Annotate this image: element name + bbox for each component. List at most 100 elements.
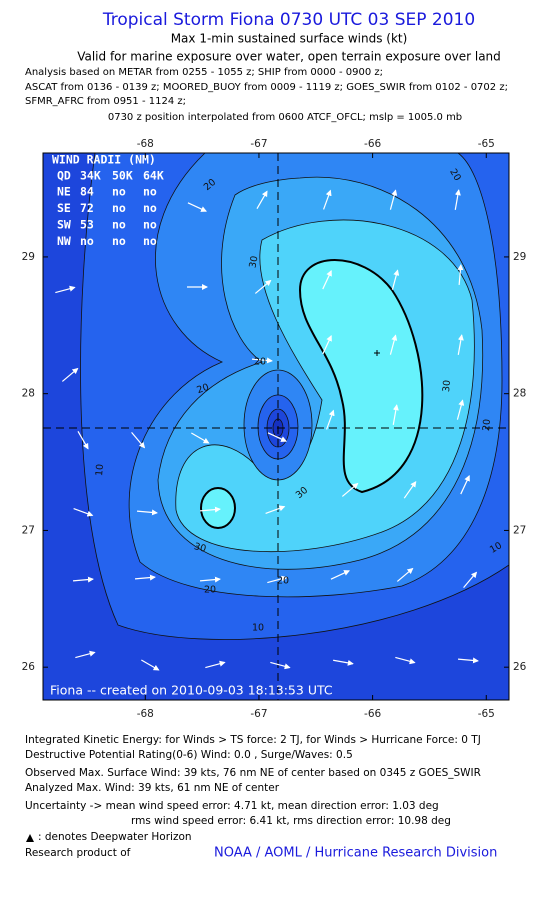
subtitle: Max 1-min sustained surface winds (kt): [171, 32, 408, 46]
contour-label: 20: [277, 576, 289, 587]
wind-arrow: [322, 335, 332, 355]
research-label: Research product of: [25, 847, 131, 859]
wind-arrow: [131, 431, 146, 449]
contour-label: 10: [488, 540, 504, 556]
triangle-icon: [26, 834, 34, 842]
uncertainty: Uncertainty -> mean wind speed error: 4.…: [25, 800, 439, 812]
wind-arrow: [141, 659, 160, 671]
contour-label: 30: [193, 541, 208, 555]
observed-max: Observed Max. Surface Wind: 39 kts, 76 n…: [25, 767, 481, 779]
wind-arrow: [136, 509, 158, 516]
position-note: 0730 z position interpolated from 0600 A…: [108, 112, 462, 123]
wind-arrow: [187, 202, 207, 212]
x-tick-label-bottom: -66: [364, 708, 381, 720]
wind-arrow: [391, 269, 400, 290]
wind-arrow: [254, 279, 272, 294]
validity: Valid for marine exposure over water, op…: [77, 50, 501, 64]
ike: Integrated Kinetic Energy: for Winds > T…: [25, 734, 481, 746]
contour-label: 20: [254, 357, 266, 368]
wind-arrow: [323, 189, 332, 210]
contour-label: 20: [481, 418, 493, 431]
contour-35: [298, 259, 424, 494]
y-tick-label-right: 26: [513, 661, 527, 673]
y-tick-label-right: 29: [513, 251, 526, 263]
wind-arrow: [72, 576, 94, 583]
contour-label: 20: [195, 382, 210, 396]
radii-cell: 84: [80, 185, 94, 199]
max-wind-marker: [374, 350, 380, 356]
wind-arrow: [457, 657, 479, 664]
radii-cell: NE: [57, 185, 71, 199]
radii-cell: no: [143, 185, 157, 199]
y-tick-label-left: 28: [22, 388, 35, 400]
x-tick-label-top: -68: [137, 138, 154, 150]
wind-arrow: [75, 650, 96, 659]
contour-label: 20: [447, 167, 463, 183]
y-tick-label-left: 26: [22, 661, 36, 673]
wind-arrow: [205, 660, 226, 669]
wind-arrow: [55, 285, 76, 294]
radii-header: 34K: [80, 169, 101, 183]
wind-arrow: [267, 575, 288, 584]
wind-arrow: [333, 659, 354, 666]
contour-label: 10: [94, 463, 106, 476]
y-tick-label-right: 27: [513, 524, 526, 536]
wind-arrow: [460, 475, 470, 495]
wind-arrow: [392, 404, 399, 425]
wind-arrow: [454, 189, 461, 210]
analysis-line: ASCAT from 0136 - 0139 z; MOORED_BUOY fr…: [25, 82, 508, 93]
contour-label: 30: [248, 255, 261, 269]
wind-arrow: [403, 480, 417, 499]
radii-cell: no: [112, 201, 126, 215]
wind-arrow: [463, 571, 478, 589]
wind-arrow: [457, 334, 464, 355]
legend-note: : denotes Deepwater Horizon: [38, 831, 192, 843]
radii-header: 50K: [112, 169, 133, 183]
wind-arrow: [199, 506, 221, 513]
uncertainty: rms wind speed error: 6.41 kt, rms direc…: [131, 815, 451, 827]
map-frame: [42, 152, 510, 701]
wind-arrow: [270, 661, 291, 670]
wind-arrow: [389, 189, 398, 210]
x-tick-label-bottom: -68: [137, 708, 154, 720]
x-tick-label-bottom: -65: [478, 708, 495, 720]
wind-arrow: [251, 357, 273, 364]
wind-arrow: [341, 482, 359, 497]
dpr: Destructive Potential Rating(0-6) Wind: …: [25, 749, 353, 761]
wind-arrow: [265, 505, 286, 514]
wind-arrow: [457, 264, 464, 286]
radii-header: QD: [57, 169, 71, 183]
radii-cell: no: [143, 234, 157, 248]
contour-label: 30: [441, 379, 453, 392]
wind-arrow: [77, 431, 89, 450]
analysis-line: SFMR_AFRC from 0951 - 1124 z;: [25, 96, 186, 107]
x-tick-label-top: -66: [364, 138, 381, 150]
wind-arrow: [326, 409, 335, 430]
title: Tropical Storm Fiona 0730 UTC 03 SEP 201…: [102, 10, 475, 30]
analysis-line: Analysis based on METAR from 0255 - 1055…: [25, 67, 383, 78]
wind-arrow: [395, 656, 416, 665]
radii-cell: NW: [57, 234, 71, 248]
contour-label: 20: [204, 585, 216, 596]
radii-cell: no: [80, 234, 94, 248]
radii-cell: 72: [80, 201, 94, 215]
wind-arrow: [61, 367, 79, 382]
radii-cell: 53: [80, 218, 94, 232]
x-tick-label-top: -67: [250, 138, 267, 150]
x-tick-label-bottom: -67: [250, 708, 267, 720]
radii-cell: SE: [57, 201, 71, 215]
wind-arrow: [396, 567, 414, 582]
radii-cell: no: [143, 218, 157, 232]
x-tick-label-top: -65: [478, 138, 495, 150]
radii-cell: no: [112, 234, 126, 248]
wind-arrow: [330, 570, 350, 580]
wind-arrow: [134, 574, 156, 581]
wind-arrow: [73, 508, 94, 517]
wind-arrow: [267, 432, 287, 442]
radii-cell: no: [112, 185, 126, 199]
radii-cell: no: [112, 218, 126, 232]
wind-arrow: [199, 576, 221, 583]
research-org[interactable]: NOAA / AOML / Hurricane Research Divisio…: [214, 846, 497, 861]
